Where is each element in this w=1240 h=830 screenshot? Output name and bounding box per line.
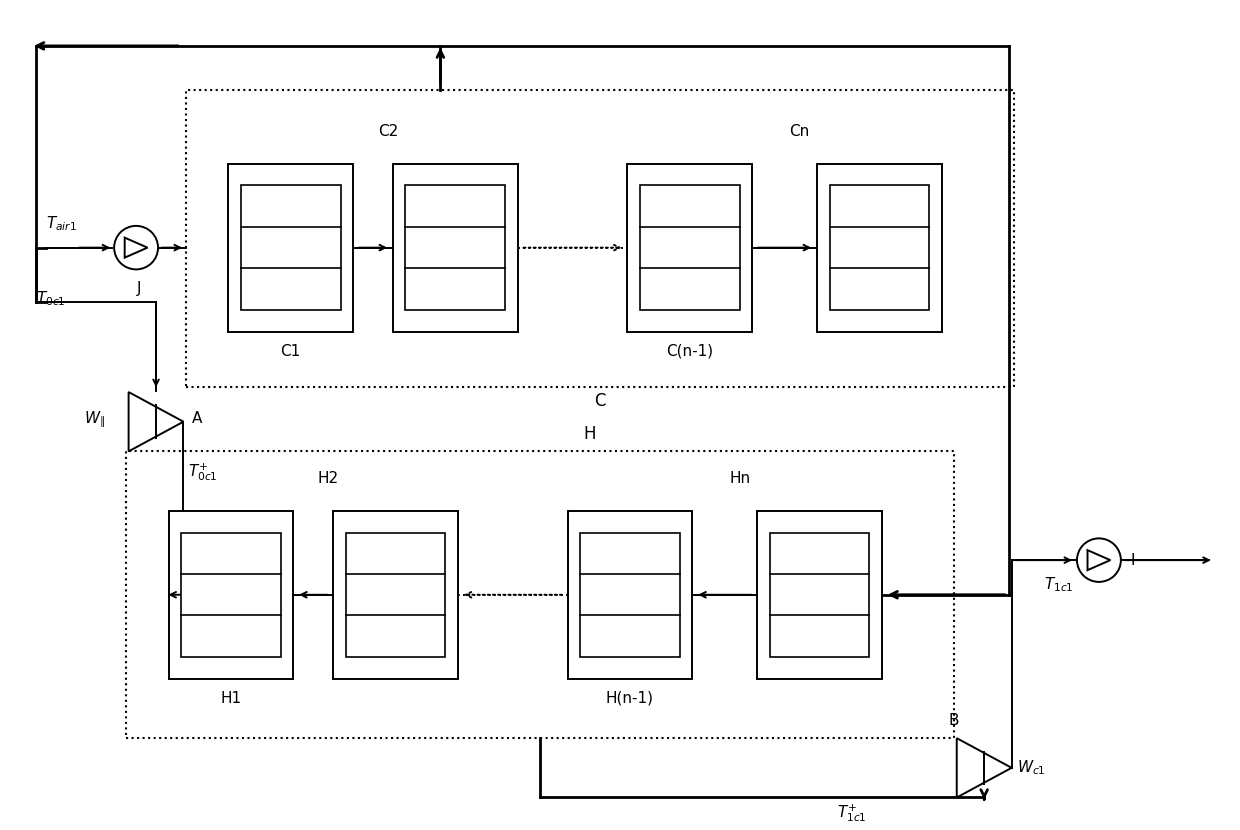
Text: J: J	[136, 281, 141, 296]
Text: H(n-1): H(n-1)	[606, 691, 653, 706]
Bar	[393, 164, 518, 332]
Bar	[181, 533, 280, 657]
Bar	[334, 510, 458, 679]
Text: B: B	[949, 713, 959, 728]
Text: I: I	[1131, 553, 1136, 568]
Bar	[126, 452, 955, 738]
Bar	[830, 185, 929, 310]
Text: C1: C1	[280, 344, 301, 359]
Text: $W_{c1}$: $W_{c1}$	[1017, 759, 1045, 777]
Text: H: H	[584, 426, 596, 443]
Text: $T_{1c1}^{+}$: $T_{1c1}^{+}$	[837, 803, 867, 824]
Bar	[568, 510, 692, 679]
Bar	[580, 533, 680, 657]
Text: C: C	[594, 392, 606, 410]
Polygon shape	[1087, 550, 1110, 570]
Bar	[817, 164, 941, 332]
Polygon shape	[957, 738, 1012, 798]
Circle shape	[114, 226, 157, 270]
Bar	[640, 185, 740, 310]
Text: C2: C2	[378, 124, 398, 139]
Text: $T_{air1}$: $T_{air1}$	[46, 214, 77, 232]
Text: Cn: Cn	[790, 124, 810, 139]
Bar	[186, 90, 1014, 387]
Bar	[405, 185, 505, 310]
Bar	[770, 533, 869, 657]
Text: $T_{0c1}$: $T_{0c1}$	[36, 290, 66, 309]
Text: $\it{W}_{\!\parallel}$: $\it{W}_{\!\parallel}$	[84, 409, 105, 430]
Bar	[627, 164, 753, 332]
Polygon shape	[125, 237, 148, 257]
Bar	[758, 510, 882, 679]
Text: $T_{0c1}^{+}$: $T_{0c1}^{+}$	[188, 461, 218, 483]
Text: Hn: Hn	[729, 471, 750, 486]
Circle shape	[1078, 539, 1121, 582]
Polygon shape	[129, 392, 184, 452]
Text: $T_{1c1}$: $T_{1c1}$	[1044, 575, 1074, 593]
Text: A: A	[191, 411, 202, 427]
Bar	[228, 164, 353, 332]
Text: C(n-1): C(n-1)	[666, 344, 713, 359]
Bar	[346, 533, 445, 657]
Text: H2: H2	[317, 471, 339, 486]
Bar	[169, 510, 293, 679]
Bar	[241, 185, 341, 310]
Text: H1: H1	[221, 691, 242, 706]
